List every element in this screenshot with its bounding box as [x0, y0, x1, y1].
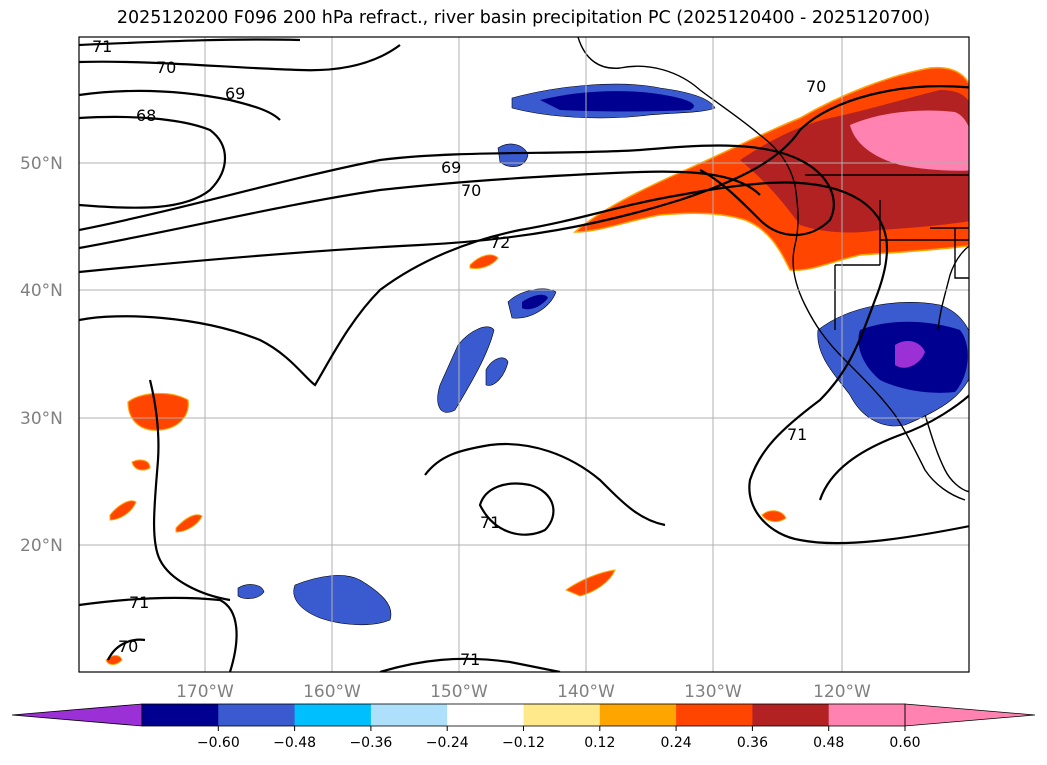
refractivity-contours	[79, 38, 969, 672]
contour-label: 71	[129, 593, 149, 612]
contour-label: 72	[490, 233, 510, 252]
lon-label: 130°W	[684, 682, 742, 702]
colorbar-segment	[523, 704, 601, 726]
lat-label: 30°N	[20, 409, 63, 429]
lon-label: 170°W	[176, 682, 234, 702]
contour-label: 71	[787, 425, 807, 444]
contour-labels: 71 70 69 68 69 70 72 70 71 71 71 70 71	[92, 37, 826, 669]
colorbar-extend-low	[11, 703, 143, 727]
contour-label: 70	[156, 58, 176, 77]
contour-label: 70	[806, 77, 826, 96]
colorbar-segment	[218, 704, 296, 726]
colorbar-segment	[447, 704, 524, 726]
contour-label: 71	[92, 37, 112, 56]
contour-label: 70	[118, 637, 138, 656]
lon-label: 150°W	[430, 682, 488, 702]
contour-label: 69	[441, 158, 461, 177]
colorbar-segment	[370, 704, 448, 726]
lat-label: 50°N	[20, 154, 63, 174]
map-frame	[78, 36, 970, 673]
colorbar-ticks: −0.60 −0.48 −0.36 −0.24 −0.12 0.12 0.24 0.36 0.4…	[197, 726, 921, 751]
colorbar-segment	[142, 704, 219, 726]
lon-label: 160°W	[303, 682, 361, 702]
colorbar-tick-label: 0.60	[889, 735, 920, 751]
colorbar-tick-label: −0.36	[349, 735, 392, 751]
colorbar-segment	[676, 704, 753, 726]
colorbar-tick-label: −0.24	[426, 735, 469, 751]
colorbar-tick-label: 0.48	[813, 735, 844, 751]
graticule	[79, 37, 969, 672]
longitude-labels: 170°W 160°W 150°W 140°W 130°W 120°W	[176, 682, 871, 702]
colorbar-tick-label: −0.48	[273, 735, 316, 751]
colorbar	[11, 703, 1036, 727]
colorbar-extend-high	[904, 703, 1036, 727]
negative-precip-areas	[237, 83, 969, 626]
contour-label: 71	[460, 650, 480, 669]
colorbar-segment	[828, 704, 906, 726]
coastlines	[577, 37, 969, 501]
contour-label: 68	[136, 106, 156, 125]
colorbar-segment	[752, 704, 830, 726]
colorbar-tick-label: 0.24	[661, 735, 692, 751]
colorbar-tick-label: −0.12	[502, 735, 545, 751]
colorbar-tick-label: −0.60	[197, 735, 240, 751]
colorbar-segment	[294, 704, 372, 726]
lon-label: 140°W	[557, 682, 615, 702]
lon-label: 120°W	[813, 682, 871, 702]
colorbar-tick-label: 0.36	[737, 735, 768, 751]
latitude-labels: 50°N 40°N 30°N 20°N	[20, 154, 63, 556]
lat-label: 20°N	[20, 536, 63, 556]
colorbar-segment	[599, 704, 677, 726]
contour-label: 71	[480, 513, 500, 532]
contour-label: 69	[225, 84, 245, 103]
contour-label: 70	[461, 181, 481, 200]
colorbar-tick-label: 0.12	[584, 735, 615, 751]
map-title: 2025120200 F096 200 hPa refract., river …	[116, 8, 931, 28]
lat-label: 40°N	[20, 281, 63, 301]
